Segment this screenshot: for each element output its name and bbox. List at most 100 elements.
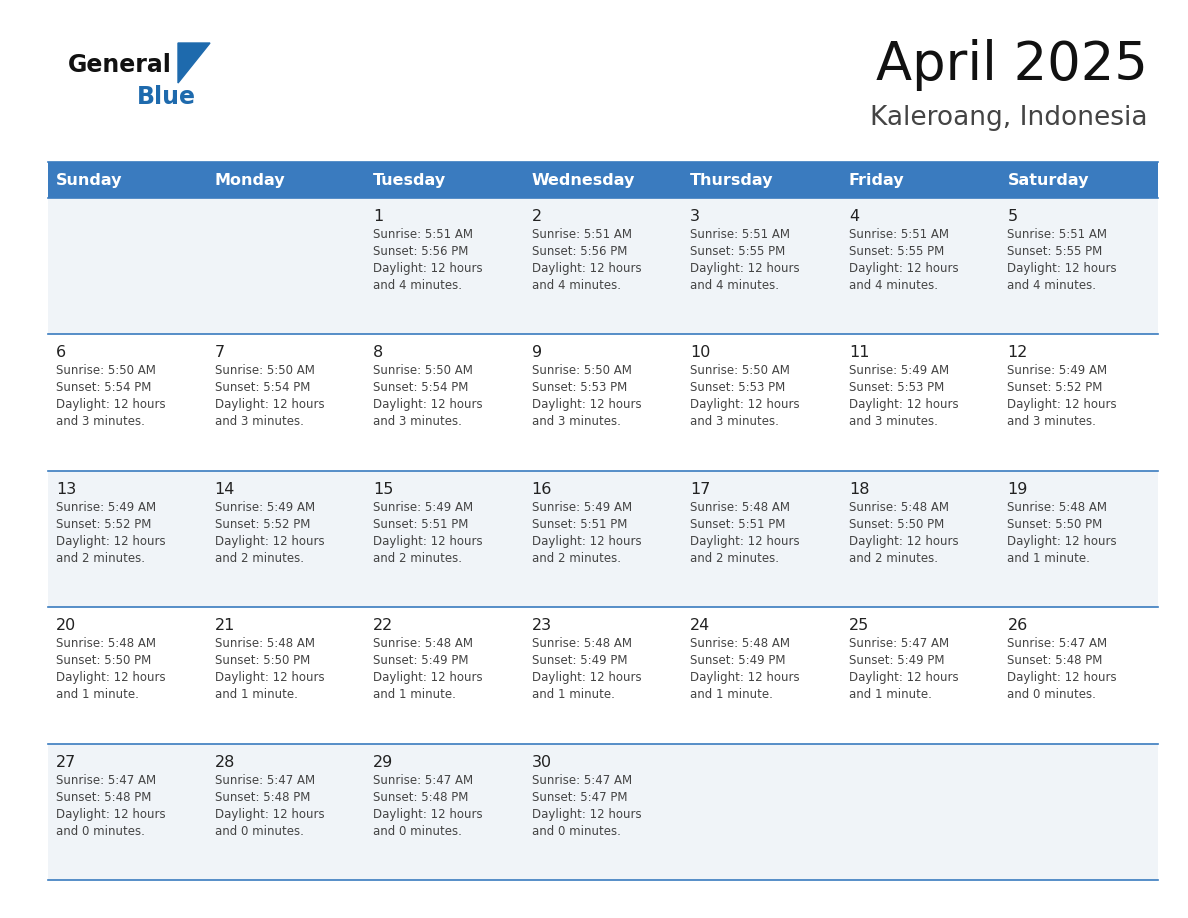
Text: Daylight: 12 hours: Daylight: 12 hours — [532, 262, 642, 275]
Bar — [207, 162, 365, 198]
Text: Daylight: 12 hours: Daylight: 12 hours — [1007, 535, 1117, 548]
Text: Sunrise: 5:49 AM: Sunrise: 5:49 AM — [373, 501, 473, 514]
Text: Daylight: 12 hours: Daylight: 12 hours — [849, 671, 959, 684]
Text: Sunrise: 5:49 AM: Sunrise: 5:49 AM — [56, 501, 156, 514]
Text: Sunrise: 5:49 AM: Sunrise: 5:49 AM — [215, 501, 315, 514]
Text: and 3 minutes.: and 3 minutes. — [56, 416, 145, 429]
Text: April 2025: April 2025 — [876, 39, 1148, 91]
Text: Blue: Blue — [137, 85, 196, 109]
Text: Sunrise: 5:47 AM: Sunrise: 5:47 AM — [1007, 637, 1107, 650]
Text: 7: 7 — [215, 345, 225, 361]
Text: and 0 minutes.: and 0 minutes. — [56, 824, 145, 837]
Text: Sunset: 5:47 PM: Sunset: 5:47 PM — [532, 790, 627, 803]
Text: Daylight: 12 hours: Daylight: 12 hours — [215, 535, 324, 548]
Text: Sunday: Sunday — [56, 173, 122, 187]
Text: and 0 minutes.: and 0 minutes. — [532, 824, 620, 837]
Text: 30: 30 — [532, 755, 552, 769]
Text: and 2 minutes.: and 2 minutes. — [373, 552, 462, 565]
Text: Daylight: 12 hours: Daylight: 12 hours — [690, 671, 800, 684]
Text: Daylight: 12 hours: Daylight: 12 hours — [1007, 671, 1117, 684]
Text: Sunrise: 5:49 AM: Sunrise: 5:49 AM — [532, 501, 632, 514]
Text: and 3 minutes.: and 3 minutes. — [849, 416, 937, 429]
Text: Sunrise: 5:50 AM: Sunrise: 5:50 AM — [690, 364, 790, 377]
Bar — [48, 744, 1158, 880]
Polygon shape — [178, 43, 210, 83]
Text: Sunset: 5:51 PM: Sunset: 5:51 PM — [373, 518, 468, 531]
Text: Sunset: 5:48 PM: Sunset: 5:48 PM — [215, 790, 310, 803]
Text: Sunset: 5:52 PM: Sunset: 5:52 PM — [56, 518, 151, 531]
Text: Daylight: 12 hours: Daylight: 12 hours — [373, 671, 482, 684]
Text: and 0 minutes.: and 0 minutes. — [373, 824, 462, 837]
Text: Sunset: 5:56 PM: Sunset: 5:56 PM — [373, 245, 468, 258]
Text: Daylight: 12 hours: Daylight: 12 hours — [849, 262, 959, 275]
Text: Sunset: 5:55 PM: Sunset: 5:55 PM — [849, 245, 944, 258]
Text: and 2 minutes.: and 2 minutes. — [215, 552, 304, 565]
Text: Sunset: 5:50 PM: Sunset: 5:50 PM — [849, 518, 944, 531]
Text: Sunrise: 5:50 AM: Sunrise: 5:50 AM — [215, 364, 315, 377]
Text: 4: 4 — [849, 209, 859, 224]
Text: Sunset: 5:50 PM: Sunset: 5:50 PM — [1007, 518, 1102, 531]
Text: 17: 17 — [690, 482, 710, 497]
Text: Sunrise: 5:51 AM: Sunrise: 5:51 AM — [532, 228, 632, 241]
Text: Daylight: 12 hours: Daylight: 12 hours — [56, 808, 165, 821]
Text: Sunset: 5:49 PM: Sunset: 5:49 PM — [373, 655, 468, 667]
Text: 26: 26 — [1007, 618, 1028, 633]
Text: Sunset: 5:54 PM: Sunset: 5:54 PM — [373, 381, 468, 395]
Text: Sunrise: 5:48 AM: Sunrise: 5:48 AM — [373, 637, 473, 650]
Text: Sunrise: 5:51 AM: Sunrise: 5:51 AM — [690, 228, 790, 241]
Text: Sunset: 5:54 PM: Sunset: 5:54 PM — [215, 381, 310, 395]
Text: 2: 2 — [532, 209, 542, 224]
Bar — [48, 471, 1158, 607]
Bar — [48, 198, 1158, 334]
Text: 1: 1 — [373, 209, 384, 224]
Text: and 4 minutes.: and 4 minutes. — [849, 279, 937, 292]
Text: and 1 minute.: and 1 minute. — [532, 688, 614, 701]
Text: and 4 minutes.: and 4 minutes. — [1007, 279, 1097, 292]
Text: Sunrise: 5:49 AM: Sunrise: 5:49 AM — [849, 364, 949, 377]
Text: and 3 minutes.: and 3 minutes. — [373, 416, 462, 429]
Text: and 1 minute.: and 1 minute. — [1007, 552, 1091, 565]
Text: 11: 11 — [849, 345, 870, 361]
Text: Sunset: 5:51 PM: Sunset: 5:51 PM — [690, 518, 785, 531]
Text: Sunrise: 5:48 AM: Sunrise: 5:48 AM — [690, 501, 790, 514]
Text: Daylight: 12 hours: Daylight: 12 hours — [532, 808, 642, 821]
Text: Sunset: 5:53 PM: Sunset: 5:53 PM — [532, 381, 627, 395]
Text: Daylight: 12 hours: Daylight: 12 hours — [56, 398, 165, 411]
Text: Daylight: 12 hours: Daylight: 12 hours — [849, 535, 959, 548]
Text: and 1 minute.: and 1 minute. — [56, 688, 139, 701]
Text: Sunset: 5:53 PM: Sunset: 5:53 PM — [690, 381, 785, 395]
Text: and 3 minutes.: and 3 minutes. — [215, 416, 303, 429]
Bar — [48, 607, 1158, 744]
Text: 18: 18 — [849, 482, 870, 497]
Bar — [365, 162, 524, 198]
Text: Sunset: 5:48 PM: Sunset: 5:48 PM — [1007, 655, 1102, 667]
Text: and 2 minutes.: and 2 minutes. — [690, 552, 779, 565]
Text: Tuesday: Tuesday — [373, 173, 447, 187]
Text: and 1 minute.: and 1 minute. — [373, 688, 456, 701]
Text: Daylight: 12 hours: Daylight: 12 hours — [1007, 398, 1117, 411]
Text: Sunrise: 5:51 AM: Sunrise: 5:51 AM — [849, 228, 949, 241]
Text: Sunrise: 5:47 AM: Sunrise: 5:47 AM — [532, 774, 632, 787]
Text: Daylight: 12 hours: Daylight: 12 hours — [690, 398, 800, 411]
Text: 9: 9 — [532, 345, 542, 361]
Text: 8: 8 — [373, 345, 384, 361]
Text: Daylight: 12 hours: Daylight: 12 hours — [690, 262, 800, 275]
Text: and 4 minutes.: and 4 minutes. — [690, 279, 779, 292]
Text: Daylight: 12 hours: Daylight: 12 hours — [56, 535, 165, 548]
Text: and 0 minutes.: and 0 minutes. — [1007, 688, 1097, 701]
Text: Daylight: 12 hours: Daylight: 12 hours — [373, 398, 482, 411]
Text: Sunset: 5:54 PM: Sunset: 5:54 PM — [56, 381, 151, 395]
Text: Sunrise: 5:48 AM: Sunrise: 5:48 AM — [1007, 501, 1107, 514]
Text: Sunrise: 5:47 AM: Sunrise: 5:47 AM — [56, 774, 156, 787]
Text: 14: 14 — [215, 482, 235, 497]
Bar — [48, 334, 1158, 471]
Bar — [999, 162, 1158, 198]
Text: 25: 25 — [849, 618, 870, 633]
Text: Daylight: 12 hours: Daylight: 12 hours — [56, 671, 165, 684]
Text: Daylight: 12 hours: Daylight: 12 hours — [532, 398, 642, 411]
Text: Sunrise: 5:48 AM: Sunrise: 5:48 AM — [690, 637, 790, 650]
Text: 5: 5 — [1007, 209, 1018, 224]
Text: Daylight: 12 hours: Daylight: 12 hours — [215, 398, 324, 411]
Text: Sunset: 5:49 PM: Sunset: 5:49 PM — [849, 655, 944, 667]
Text: 13: 13 — [56, 482, 76, 497]
